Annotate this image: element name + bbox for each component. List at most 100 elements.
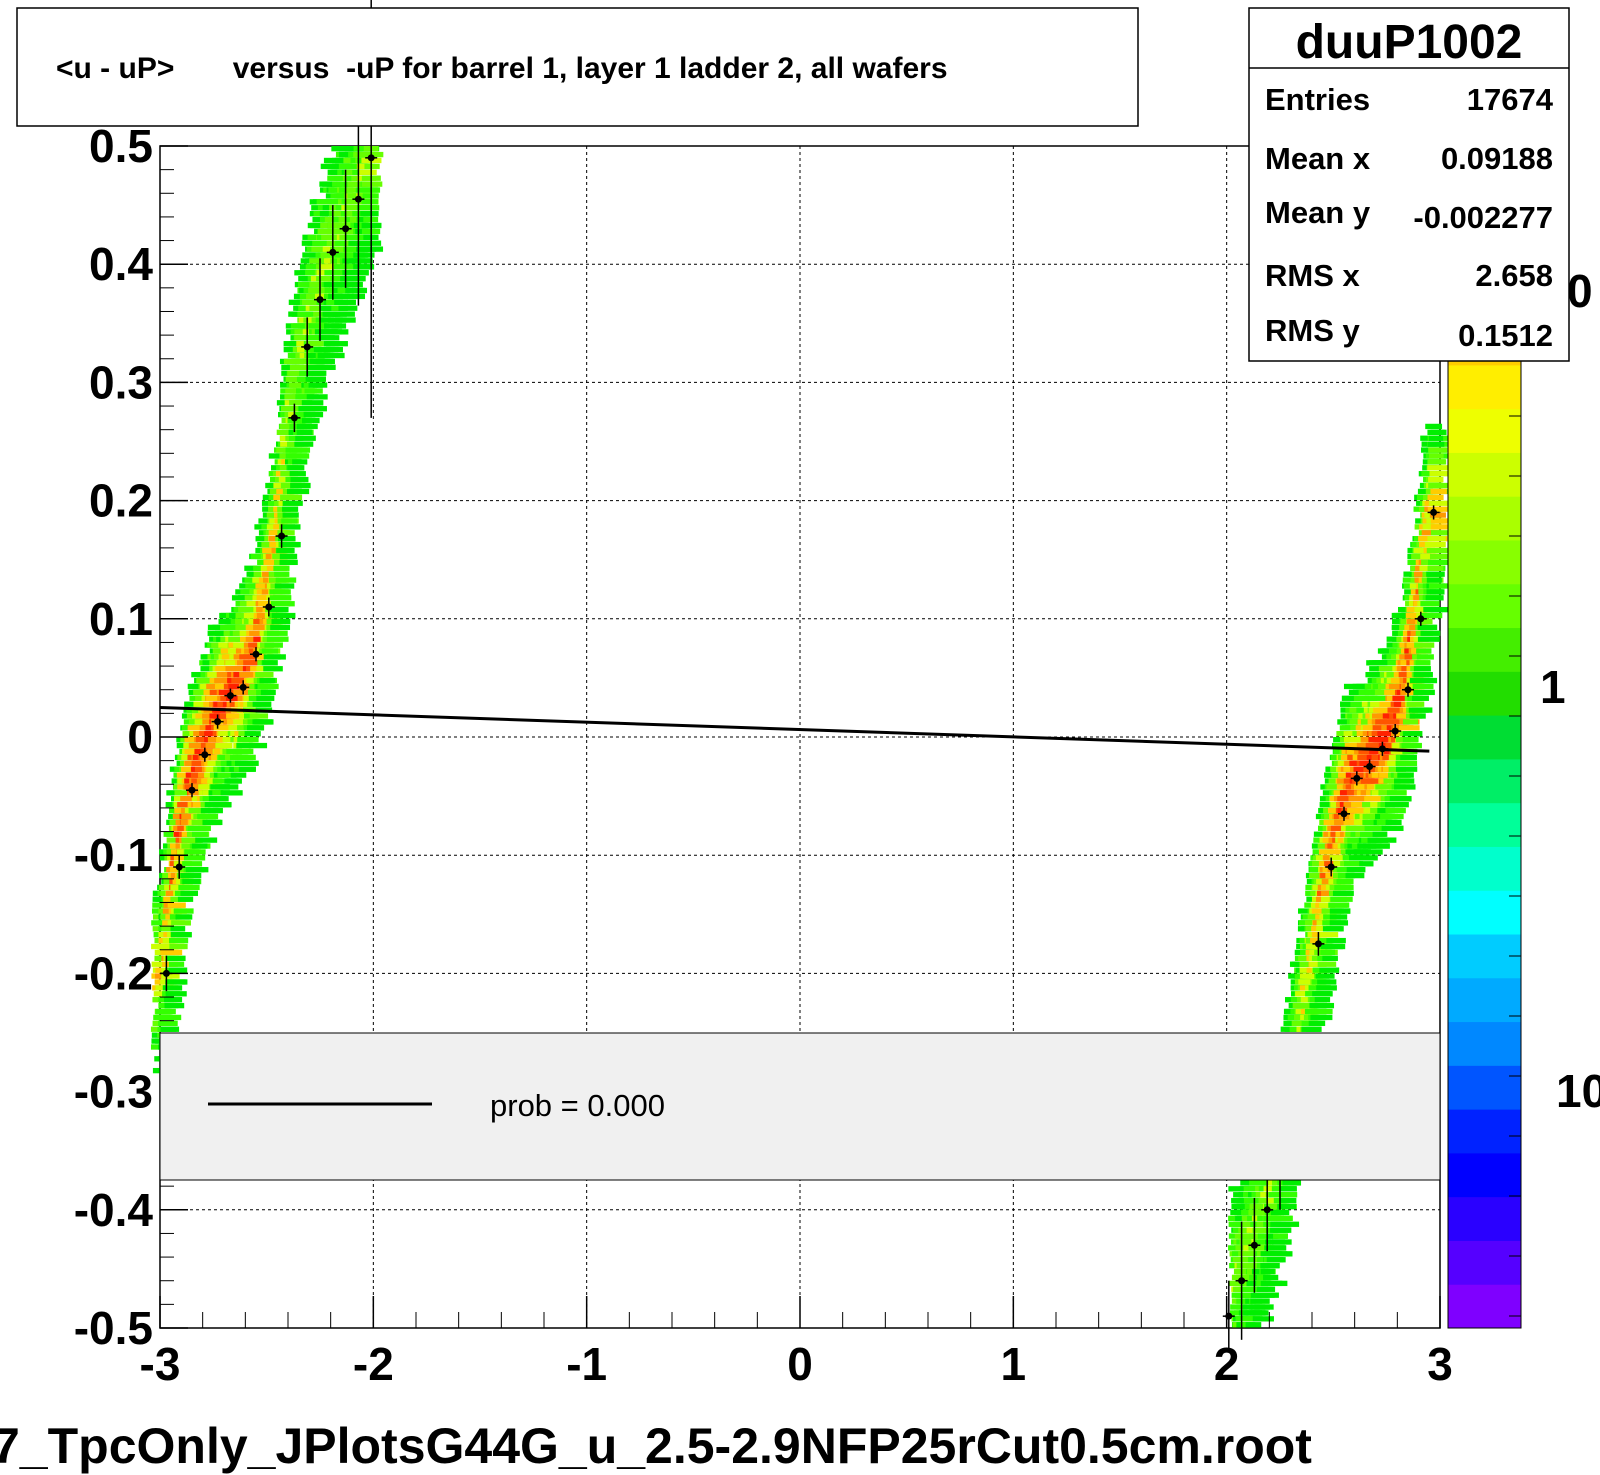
heat-cell-550 xyxy=(225,660,242,666)
heat-cell-2134 xyxy=(1315,973,1335,979)
palette-segment-18 xyxy=(1448,496,1521,541)
heat-cell-2977 xyxy=(1430,606,1449,613)
colorbar-label-10: 10 xyxy=(1556,1065,1600,1117)
heat-cell-2185 xyxy=(1325,943,1346,950)
heat-cell-2995 xyxy=(1429,471,1451,477)
heat-cell-217 xyxy=(182,861,203,867)
heat-cell-431 xyxy=(212,778,231,784)
heat-cell-1119 xyxy=(306,394,328,400)
axes: -0.5 -0.4 -0.3 -0.2 -0.1 0 0.1 0.2 0.3 0.4 0.5 -3 -2… xyxy=(74,120,1453,1390)
colorbar-label-1: 1 xyxy=(1540,661,1566,713)
heat-cell-225 xyxy=(181,813,200,820)
heat-cell-1766 xyxy=(1268,1245,1287,1251)
heat-cell-456 xyxy=(215,802,232,808)
y-tick-label-2: -0.3 xyxy=(74,1066,153,1118)
heat-cell-1789 xyxy=(1271,1251,1293,1257)
heat-cell-1143 xyxy=(307,234,325,240)
x-tick-label-3: 0 xyxy=(787,1338,813,1390)
stats-meany-label: Mean y xyxy=(1265,195,1371,230)
heat-cell-84 xyxy=(165,991,187,997)
heat-cell-2978 xyxy=(1430,589,1445,595)
heat-cell-881 xyxy=(273,595,292,601)
x-tick-label-0: -3 xyxy=(140,1338,181,1390)
palette-segment-1 xyxy=(1448,1240,1521,1285)
heat-cell-2759 xyxy=(1400,754,1417,761)
heat-cell-2999 xyxy=(1428,447,1448,453)
heat-cell-1687 xyxy=(1257,1292,1279,1298)
y-tick-label-10: 0.5 xyxy=(89,120,153,172)
profile-marker-30 xyxy=(1417,615,1425,623)
heat-cell-285 xyxy=(188,742,209,749)
y-tick-label-0: -0.5 xyxy=(74,1302,153,1354)
title-box xyxy=(16,7,1139,127)
profile-point-13 xyxy=(326,205,339,300)
heat-cell-1146 xyxy=(309,376,326,382)
heat-cell-2836 xyxy=(1411,695,1429,701)
heat-cell-266 xyxy=(188,867,209,873)
stats-rmsy-label: RMS y xyxy=(1265,313,1361,348)
heat-cell-2894 xyxy=(1420,630,1441,636)
heat-cell-2761 xyxy=(1401,742,1422,749)
profile-marker-23 xyxy=(1327,863,1335,871)
heat-cell-1764 xyxy=(1266,1257,1286,1263)
profile-marker-19 xyxy=(1250,1241,1258,1249)
heat-cell-909 xyxy=(279,553,298,560)
heat-cell-2994 xyxy=(1428,476,1444,483)
heat-cell-1016 xyxy=(291,453,308,459)
heat-cell-133 xyxy=(166,790,182,796)
heat-cell-1147 xyxy=(311,370,327,376)
heat-cell-570 xyxy=(228,683,244,690)
profile-marker-31 xyxy=(1430,508,1438,516)
heat-cell-2921 xyxy=(1420,601,1440,607)
heat-cell-2104 xyxy=(1314,997,1331,1003)
heat-cell-2837 xyxy=(1413,689,1435,696)
heat-cell-2340 xyxy=(1345,872,1365,879)
heat-cell-2555 xyxy=(1372,843,1390,849)
stats-entries-label: Entries xyxy=(1265,82,1370,117)
profile-point-28 xyxy=(1389,723,1402,739)
heat-cell-1296 xyxy=(331,323,347,329)
heat-cell-2987 xyxy=(1430,524,1449,530)
heat-cell-1421 xyxy=(352,270,369,276)
heat-cell-613 xyxy=(237,754,256,761)
profile-point-19 xyxy=(1248,1197,1261,1293)
heat-cell-794 xyxy=(263,666,283,672)
heat-cell-1792 xyxy=(1272,1227,1292,1233)
heat-cell-768 xyxy=(255,536,274,542)
heat-cell-2864 xyxy=(1413,671,1433,678)
heat-cell-743 xyxy=(256,695,275,701)
legend-text: prob = 0.000 xyxy=(490,1088,665,1123)
x-tick-label-4: 1 xyxy=(1001,1338,1027,1390)
profile-point-16 xyxy=(365,0,378,418)
heat-cell-188 xyxy=(177,896,194,902)
profile-point-11 xyxy=(301,317,314,377)
heat-cell-853 xyxy=(269,606,289,613)
profile-point-15 xyxy=(352,92,365,306)
chart-title: <u - uP> versus -uP for barrel 1, layer … xyxy=(56,52,948,85)
heat-cell-559 xyxy=(230,772,247,778)
heat-cell-2992 xyxy=(1430,488,1447,495)
heat-cell-935 xyxy=(281,518,298,524)
heat-cell-161 xyxy=(173,908,194,914)
heat-cell-879 xyxy=(276,612,296,619)
heat-cell-2132 xyxy=(1316,985,1337,991)
heat-cell-1088 xyxy=(302,417,320,424)
heat-cell-990 xyxy=(287,465,305,471)
heat-cell-2896 xyxy=(1417,618,1433,625)
heat-cell-1006 xyxy=(289,364,305,370)
heat-cell-2288 xyxy=(1337,890,1352,896)
heat-cell-230 xyxy=(181,766,199,772)
heat-cell-989 xyxy=(289,471,306,477)
heat-cell-1443 xyxy=(354,264,375,270)
profile-point-10 xyxy=(288,403,301,433)
stats-meanx-value: 0.09188 xyxy=(1441,141,1553,176)
heat-cell-2933 xyxy=(1421,530,1438,536)
heat-cell-1172 xyxy=(315,358,335,365)
heat-cell-2982 xyxy=(1427,559,1449,566)
heat-cell-908 xyxy=(279,559,298,566)
profile-point-23 xyxy=(1325,857,1338,877)
heat-cell-2733 xyxy=(1397,772,1414,778)
palette-segment-19 xyxy=(1448,452,1521,497)
heat-cell-415 xyxy=(206,695,226,701)
profile-marker-7 xyxy=(252,650,260,658)
